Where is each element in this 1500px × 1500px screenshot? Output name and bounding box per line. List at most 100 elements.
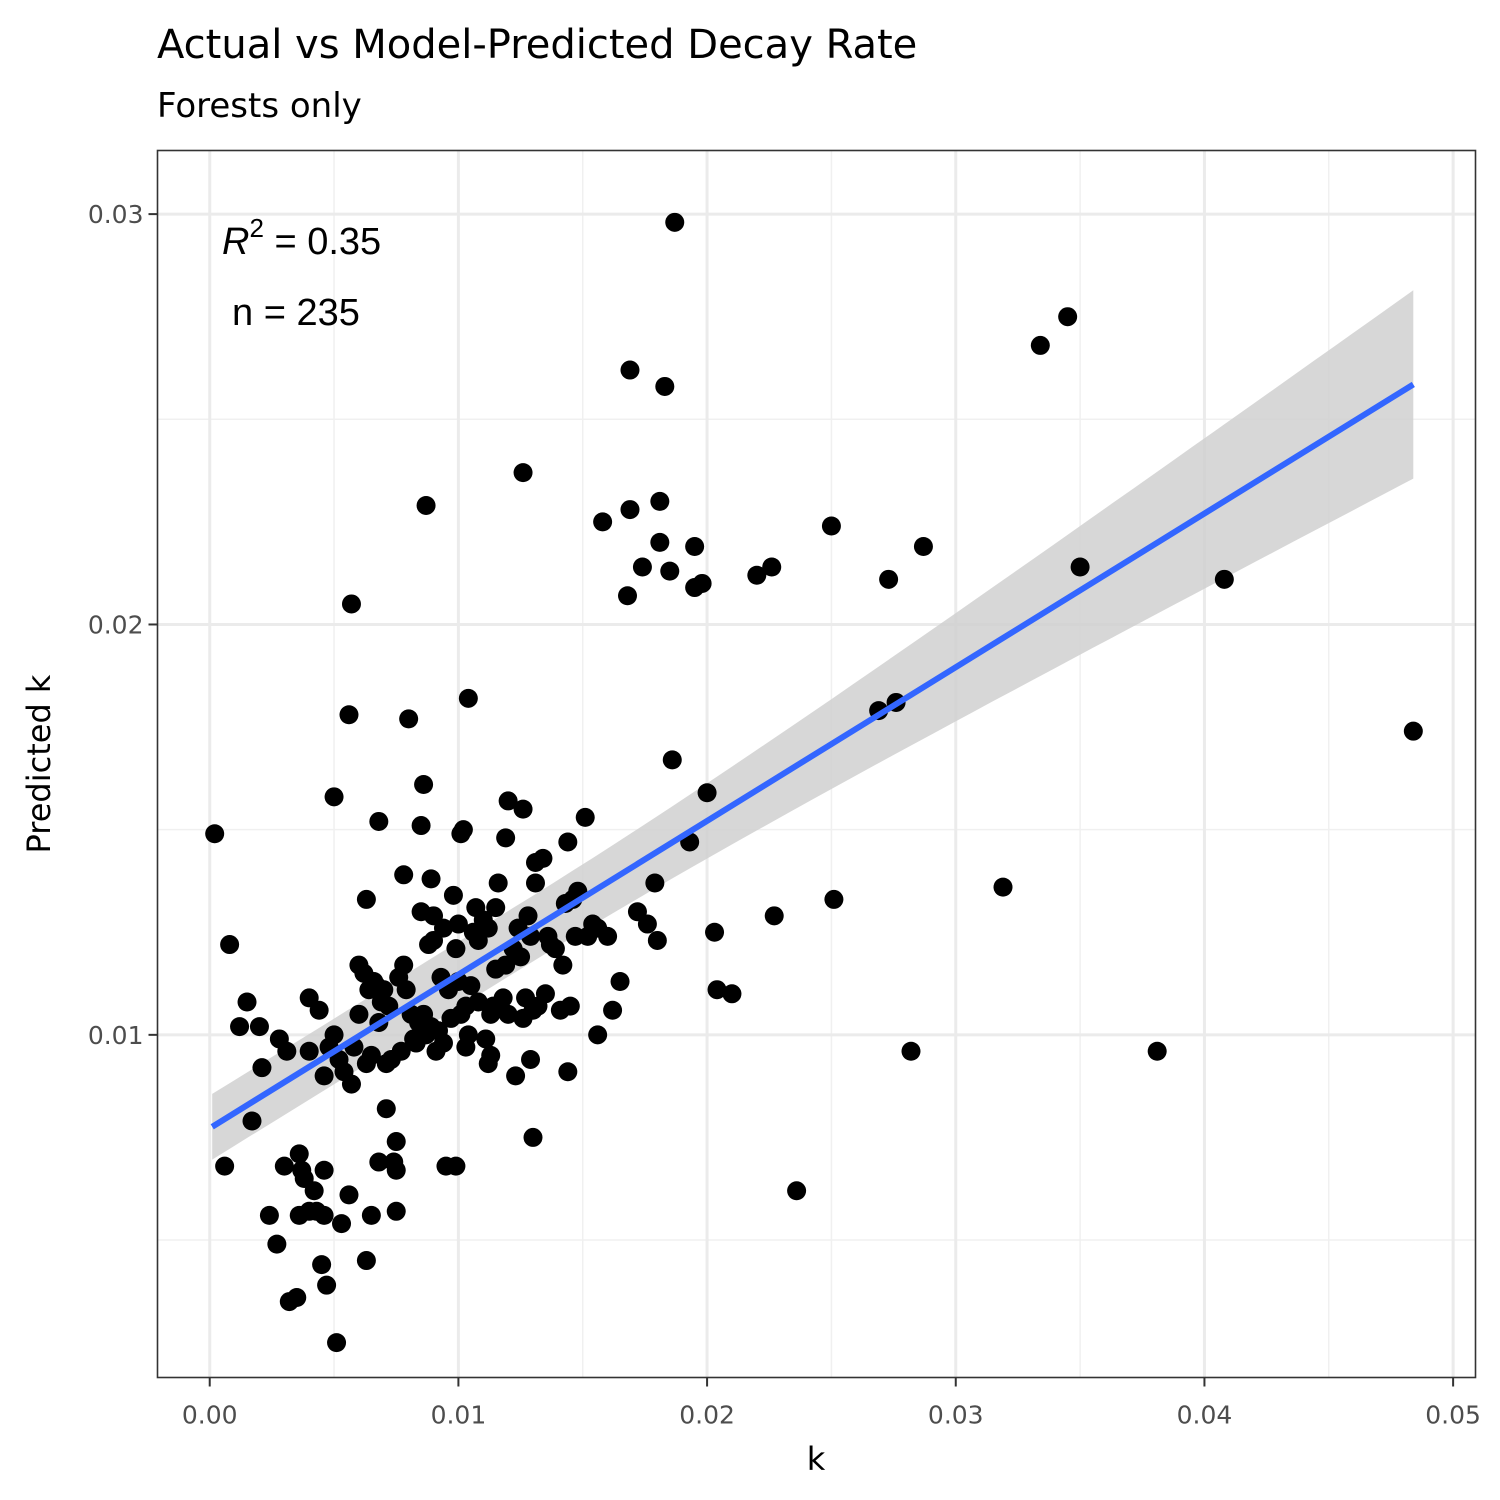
data-point [361, 1045, 381, 1065]
data-point [259, 1205, 279, 1225]
data-point [913, 537, 933, 557]
data-point [498, 791, 518, 811]
data-point [553, 955, 573, 975]
x-tick-label: 0.02 [679, 1401, 735, 1430]
x-tick-label: 0.05 [1425, 1401, 1481, 1430]
data-point [461, 976, 481, 996]
data-point [665, 212, 685, 232]
x-tick-label: 0.04 [1177, 1401, 1233, 1430]
data-point [1214, 569, 1234, 589]
data-point [879, 569, 899, 589]
data-point [647, 930, 667, 950]
data-point [376, 1099, 396, 1119]
data-point [618, 586, 638, 606]
regression-line [210, 381, 1415, 1130]
data-point [496, 828, 516, 848]
data-point [525, 873, 545, 893]
data-point [386, 1160, 406, 1180]
data-point [324, 787, 344, 807]
data-point [341, 1074, 361, 1094]
data-point [588, 1025, 608, 1045]
data-point [356, 889, 376, 909]
data-point [249, 1017, 269, 1037]
data-point [513, 463, 533, 483]
data-point [685, 537, 705, 557]
data-point [722, 984, 742, 1004]
data-point [1058, 307, 1078, 327]
data-point [289, 1144, 309, 1164]
data-point [332, 1214, 352, 1234]
data-point [341, 594, 361, 614]
data-point [421, 869, 441, 889]
data-point [274, 1156, 294, 1176]
r-squared-superscript: 2 [249, 213, 263, 243]
data-point [511, 947, 531, 967]
data-point [252, 1058, 272, 1078]
data-point [215, 1156, 235, 1176]
sample-size-annotation: n = 235 [232, 292, 360, 334]
data-point [593, 512, 613, 532]
data-point [324, 1025, 344, 1045]
data-point [513, 799, 533, 819]
data-point [287, 1287, 307, 1307]
data-point [692, 573, 712, 593]
data-point [458, 1025, 478, 1045]
data-point [533, 848, 553, 868]
data-point [518, 906, 538, 926]
data-point [478, 918, 498, 938]
data-point [414, 775, 434, 795]
data-point [481, 1045, 501, 1065]
data-point [468, 992, 488, 1012]
data-point [620, 360, 640, 380]
data-point [416, 495, 436, 515]
x-axis-title: k [807, 1440, 826, 1478]
data-point [821, 516, 841, 536]
y-tick-label: 0.03 [88, 200, 144, 229]
data-point [356, 1251, 376, 1271]
data-point [787, 1181, 807, 1201]
data-point [650, 532, 670, 552]
data-point [1147, 1041, 1167, 1061]
data-point [394, 955, 414, 975]
data-point [448, 914, 468, 934]
data-point [446, 1156, 466, 1176]
data-point [230, 1017, 250, 1037]
data-point [764, 906, 784, 926]
data-point [993, 877, 1013, 897]
data-point [220, 935, 240, 955]
data-point [349, 1004, 369, 1024]
data-point [399, 709, 419, 729]
data-point [339, 705, 359, 725]
r-squared-symbol: R [222, 221, 249, 263]
chart-title: Actual vs Model-Predicted Decay Rate [157, 22, 917, 68]
data-point [361, 1205, 381, 1225]
data-point [824, 889, 844, 909]
data-point [379, 996, 399, 1016]
data-point [391, 1041, 411, 1061]
data-point [443, 885, 463, 905]
data-point [560, 996, 580, 1016]
data-point [1403, 721, 1423, 741]
r-squared-value: = 0.35 [264, 221, 381, 263]
data-point [314, 1160, 334, 1180]
data-points [205, 212, 1423, 1353]
y-tick-label: 0.02 [88, 610, 144, 639]
x-tick-label: 0.01 [431, 1401, 487, 1430]
data-point [314, 1066, 334, 1086]
data-point [496, 955, 516, 975]
y-axis: 0.01 0.02 0.03 [88, 200, 158, 1050]
data-point [476, 1029, 496, 1049]
data-point [277, 1041, 297, 1061]
data-point [267, 1234, 287, 1254]
data-point [433, 918, 453, 938]
data-point [645, 873, 665, 893]
data-point [506, 1066, 526, 1086]
data-point [637, 914, 657, 934]
data-point [446, 939, 466, 959]
data-point [1030, 335, 1050, 355]
data-point [314, 1205, 334, 1225]
data-point [762, 557, 782, 577]
data-point [486, 898, 506, 918]
data-point [662, 750, 682, 770]
